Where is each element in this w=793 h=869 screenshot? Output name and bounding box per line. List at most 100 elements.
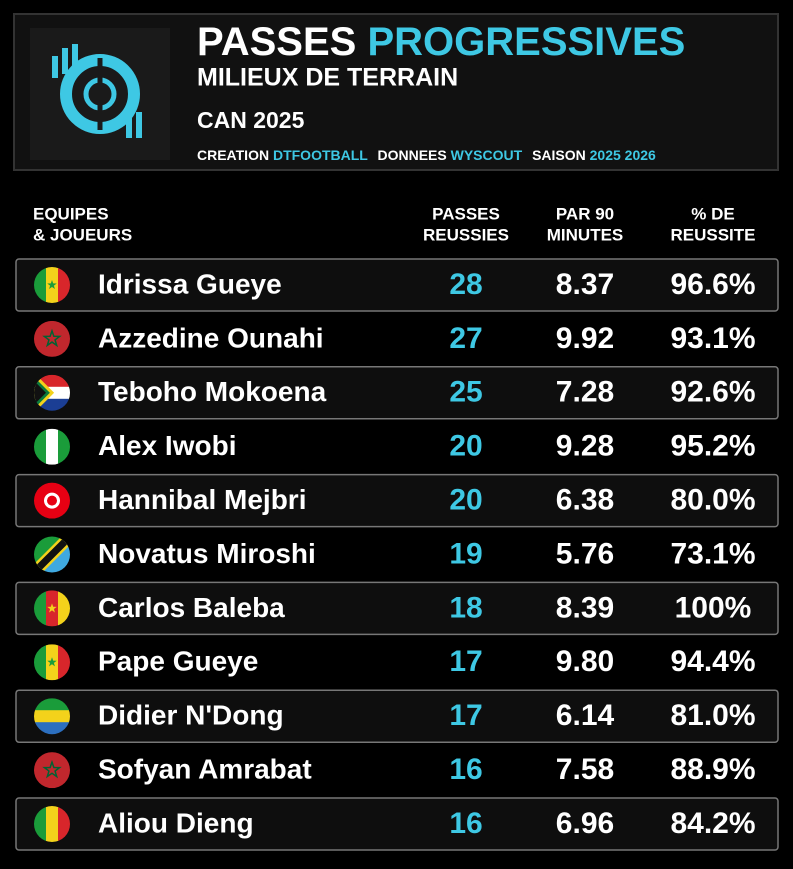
player-name: Idrissa Gueye [98, 268, 282, 299]
stat-value: 17 [449, 699, 482, 732]
table-row: Azzedine Ounahi 27 9.92 93.1% [34, 320, 756, 357]
column-header: REUSSITE [670, 225, 755, 244]
stat-value: 94.4% [670, 645, 755, 678]
stat-value: 73.1% [670, 537, 755, 570]
competition: CAN 2025 [197, 107, 305, 133]
table-row: Carlos Baleba 18 8.39 100% [15, 581, 779, 636]
flag [34, 698, 70, 735]
player-name: Teboho Mokoena [98, 376, 327, 407]
stat-value: 80.0% [670, 484, 755, 517]
credit-value: WYSCOUT [451, 147, 523, 163]
table-row: Idrissa Gueye 28 8.37 96.6% [15, 258, 779, 312]
flag-part [34, 806, 47, 842]
player-name: Sofyan Amrabat [98, 753, 312, 784]
flag-part [58, 267, 70, 303]
flag-part [34, 698, 70, 711]
row-box [15, 689, 779, 743]
stat-value: 6.14 [556, 699, 615, 732]
flag-part [58, 644, 70, 681]
column-header: REUSSIES [423, 225, 509, 244]
title-part: PASSES [197, 20, 356, 64]
stat-value: 7.58 [556, 753, 614, 786]
row-box [15, 581, 779, 636]
flag-part [58, 806, 70, 842]
stat-value: 17 [449, 645, 482, 678]
flag-star [47, 657, 57, 667]
flag-part [34, 320, 70, 357]
flag [34, 482, 70, 519]
flag-part [34, 380, 46, 405]
player-name: Novatus Miroshi [98, 538, 316, 569]
player-name: Azzedine Ounahi [98, 322, 324, 353]
flag-part [34, 267, 47, 303]
credit-value: 2025 2026 [590, 147, 656, 163]
flag-part [46, 806, 59, 842]
stat-value: 96.6% [670, 268, 755, 301]
table-row: Didier N'Dong 17 6.14 81.0% [15, 689, 779, 743]
credits: CREATION DTFOOTBALL DONNEES WYSCOUT SAIS… [197, 147, 656, 163]
credit-label: DONNEES [377, 147, 446, 163]
stat-value: 6.38 [556, 484, 614, 517]
title: PASSES PROGRESSIVES [197, 20, 685, 64]
stat-value: 16 [449, 753, 482, 786]
flag-star [42, 759, 62, 779]
logo [30, 28, 170, 160]
flag [34, 752, 70, 789]
stat-value: 9.92 [556, 322, 614, 355]
stat-value: 93.1% [670, 322, 755, 355]
flag-star [42, 328, 62, 348]
flag-part [34, 590, 47, 627]
stat-value: 25 [449, 376, 482, 409]
column-header: EQUIPES [33, 204, 109, 223]
player-name: Hannibal Mejbri [98, 484, 306, 515]
flag-star [47, 603, 57, 613]
flag-part [34, 710, 70, 723]
row-box [15, 366, 779, 420]
player-name: Alex Iwobi [98, 430, 236, 461]
stat-value: 16 [449, 807, 482, 840]
row-box [15, 258, 779, 312]
stat-value: 28 [449, 268, 482, 301]
table-row: Aliou Dieng 16 6.96 84.2% [15, 797, 779, 851]
stat-value: 20 [449, 430, 482, 463]
flag [34, 320, 70, 357]
player-name: Aliou Dieng [98, 807, 254, 838]
column-header: PAR 90 [556, 204, 614, 223]
flag-part [34, 428, 47, 465]
stat-value: 81.0% [670, 699, 755, 732]
row-box [15, 797, 779, 851]
row-box [15, 473, 779, 528]
stat-value: 8.39 [556, 591, 614, 624]
stat-value: 84.2% [670, 807, 755, 840]
flag [34, 536, 70, 573]
stat-value: 7.28 [556, 376, 614, 409]
credit-label: SAISON [532, 147, 586, 163]
table-row: Novatus Miroshi 19 5.76 73.1% [34, 536, 756, 573]
subtitle: MILIEUX DE TERRAIN [197, 64, 458, 92]
flag-part [34, 752, 70, 789]
flag-part [34, 644, 47, 681]
flag [34, 590, 70, 627]
flag-part [47, 495, 57, 506]
stat-value: 9.28 [556, 430, 614, 463]
table-row: Alex Iwobi 20 9.28 95.2% [34, 428, 756, 465]
player-name: Didier N'Dong [98, 700, 284, 731]
stat-value: 92.6% [670, 376, 755, 409]
flag [34, 644, 70, 681]
stat-value: 100% [675, 591, 752, 624]
stat-value: 9.80 [556, 645, 614, 678]
player-name: Carlos Baleba [98, 592, 285, 623]
stat-value: 5.76 [556, 537, 614, 570]
stat-value: 19 [449, 537, 482, 570]
stat-value: 88.9% [670, 753, 755, 786]
flag [34, 374, 70, 411]
stat-value: 18 [449, 591, 482, 624]
table-row: Pape Gueye 17 9.80 94.4% [34, 644, 756, 681]
credit-label: CREATION [197, 147, 269, 163]
title-part: PROGRESSIVES [367, 20, 685, 64]
flag-part [34, 722, 70, 735]
player-name: Pape Gueye [98, 646, 258, 677]
stat-value: 95.2% [670, 430, 755, 463]
flag-part [58, 428, 70, 465]
column-header: MINUTES [547, 225, 624, 244]
